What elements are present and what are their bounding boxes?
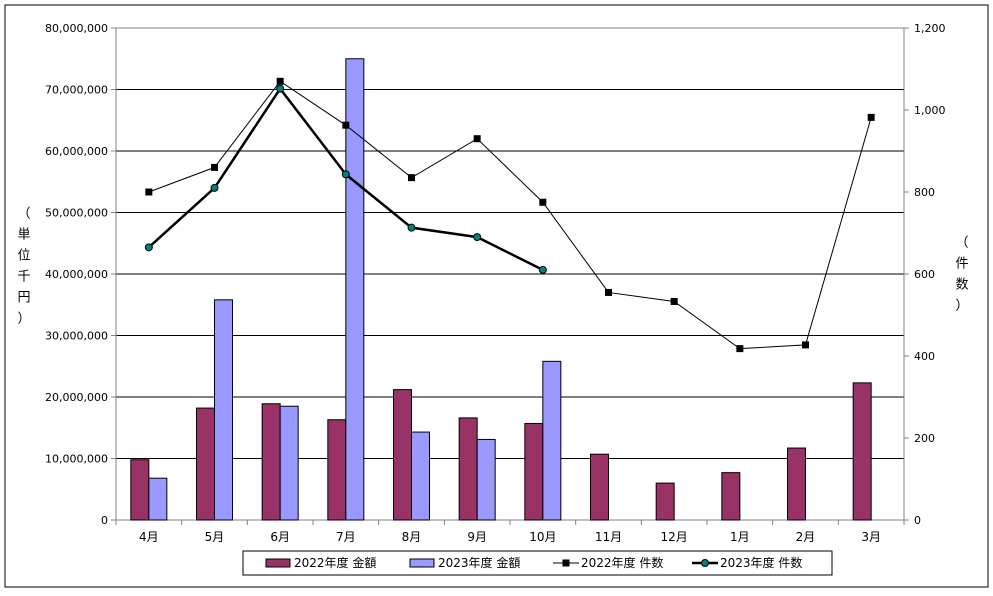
bar-2022-amount [787, 447, 806, 521]
left-tick-label: 40,000,000 [45, 268, 108, 281]
x-tick-label: 6月 [270, 530, 290, 544]
point-2023-count [473, 233, 482, 242]
left-tick-label: 10,000,000 [45, 453, 108, 466]
legend-label: 2022年度 件数 [581, 555, 663, 570]
point-2022-count [670, 297, 678, 305]
right-tick-label: 200 [914, 432, 935, 445]
legend-label: 2023年度 金額 [438, 555, 520, 570]
point-2023-count [144, 243, 153, 252]
x-tick-label: 11月 [595, 530, 622, 544]
point-2022-count [145, 188, 153, 196]
x-tick-label: 7月 [336, 530, 356, 544]
point-2023-count [538, 265, 547, 274]
right-tick-label: 800 [914, 186, 935, 199]
point-2023-count [341, 170, 350, 179]
line-layer [144, 77, 875, 353]
point-2022-count [802, 341, 809, 349]
left-tick-label: 50,000,000 [45, 207, 108, 220]
bar-2022-amount [327, 419, 347, 521]
legend-label: 2023年度 件数 [720, 555, 802, 570]
bar-2023-amount [148, 477, 168, 521]
point-2022-count [276, 77, 284, 85]
right-tick-label: 1,200 [914, 22, 946, 35]
left-tick-label: 30,000,000 [45, 330, 108, 343]
point-2022-count [736, 345, 744, 353]
bar-2022-amount [655, 482, 675, 521]
x-tick-label: 1月 [730, 530, 750, 544]
bar-2022-amount [458, 417, 478, 521]
bar-2022-amount [852, 382, 872, 521]
point-2022-count [473, 135, 481, 143]
x-tick-label: 5月 [205, 530, 225, 544]
bar-2022-amount [261, 403, 281, 521]
axis-layer: 0 10,000,000 20,000,000 30,000,000 40,000,00… [17, 22, 968, 544]
right-tick-label: 400 [914, 350, 935, 363]
bar-2023-amount [345, 58, 365, 521]
point-2022-count [539, 198, 547, 206]
x-tick-label: 2月 [796, 530, 816, 544]
point-2022-count [867, 113, 875, 121]
bar-2023-amount [411, 431, 430, 521]
bar-2023-amount [214, 299, 233, 521]
point-2022-count [342, 121, 350, 129]
left-tick-label: 0 [101, 514, 108, 527]
legend-box [242, 550, 833, 576]
bar-2023-amount [476, 438, 496, 521]
x-tick-label: 9月 [467, 530, 487, 544]
x-tick-label: 8月 [402, 530, 422, 544]
left-axis-title: （単位千円） [17, 207, 30, 327]
point-2023-count [210, 183, 219, 192]
legend: 2022年度 金額 2023年度 金額 2022年度 件数 2023年度 件数 [242, 550, 833, 576]
x-tick-label: 3月 [861, 530, 881, 544]
gridlines [116, 27, 904, 459]
bar-2022-amount [130, 459, 150, 521]
right-tick-label: 1,000 [914, 104, 946, 117]
point-2023-count [276, 84, 285, 93]
left-tick-label: 20,000,000 [45, 391, 108, 404]
point-2022-count [408, 174, 415, 182]
chart-area-border [4, 4, 989, 588]
x-tick-label: 4月 [139, 530, 159, 544]
point-2023-count [407, 223, 416, 232]
line-2022-count [148, 80, 872, 350]
bar-2022-amount [196, 407, 215, 521]
bar-2022-amount [393, 389, 412, 521]
bar-layer [130, 58, 872, 521]
legend-marker [562, 559, 570, 567]
left-tick-label: 80,000,000 [45, 22, 108, 35]
legend-marker [701, 559, 709, 567]
bar-2023-amount [542, 360, 562, 521]
right-tick-label: 600 [914, 268, 935, 281]
x-tick-label: 12月 [661, 530, 688, 544]
left-tick-label: 60,000,000 [45, 145, 108, 158]
x-tick-label: 10月 [529, 530, 556, 544]
point-2022-count [211, 163, 218, 171]
right-axis-title: （件数） [955, 236, 968, 314]
right-tick-label: 0 [914, 514, 921, 527]
legend-swatch [265, 558, 291, 568]
point-2022-count [605, 288, 612, 296]
left-tick-label: 70,000,000 [45, 84, 108, 97]
legend-label: 2022年度 金額 [294, 555, 376, 570]
bar-2023-amount [279, 405, 299, 521]
legend-swatch [409, 558, 435, 568]
bar-2022-amount [721, 472, 741, 521]
bar-2022-amount [590, 453, 609, 521]
bar-2022-amount [524, 422, 544, 521]
